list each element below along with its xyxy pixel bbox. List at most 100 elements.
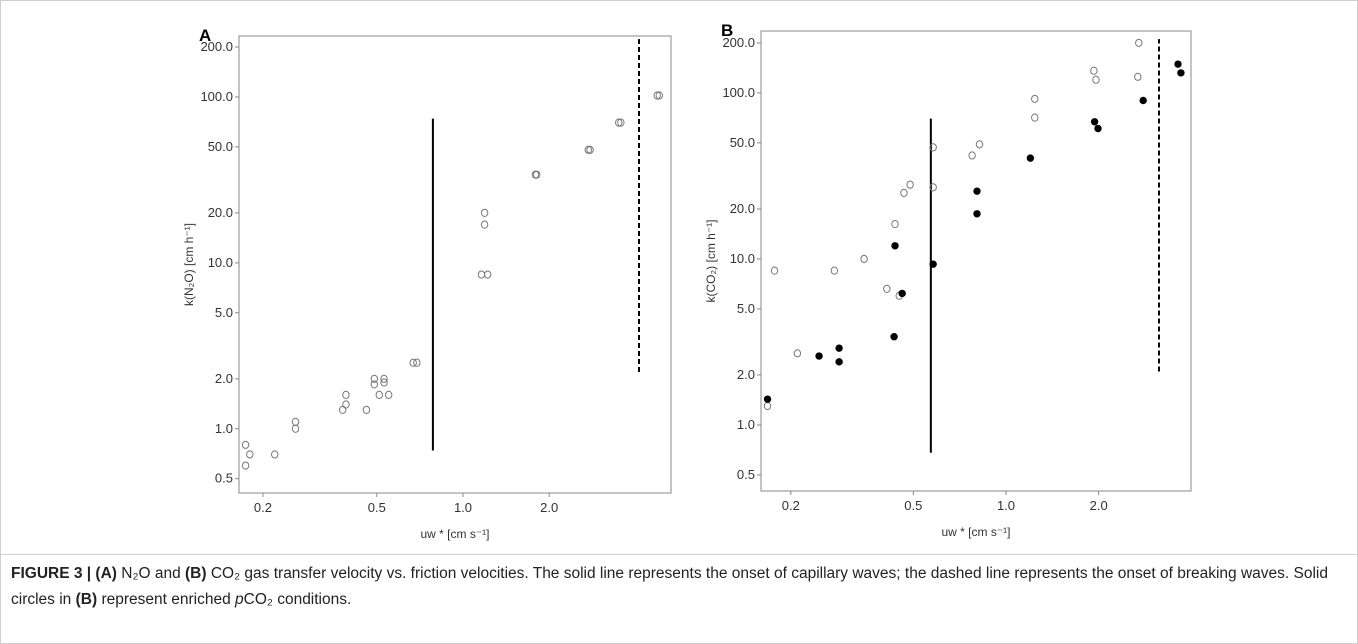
y-tick-label: 200.0 xyxy=(722,35,755,50)
caption-text: represent enriched xyxy=(97,590,235,608)
x-tick-label: 0.5 xyxy=(904,498,922,513)
data-point xyxy=(380,374,388,383)
data-point xyxy=(617,118,625,127)
data-point xyxy=(1135,38,1143,48)
data-point xyxy=(906,180,914,189)
data-point xyxy=(241,461,250,470)
caption-text: CO₂ gas transfer velocity vs. friction v… xyxy=(11,565,1328,608)
data-point xyxy=(291,417,300,426)
data-point xyxy=(362,405,371,414)
x-tick-label: 0.2 xyxy=(782,498,800,513)
data-point xyxy=(291,424,300,433)
x-tick-label: 1.0 xyxy=(997,498,1015,513)
y-tick-label: 100.0 xyxy=(200,89,233,104)
separator xyxy=(1,554,1357,555)
data-point xyxy=(890,333,898,341)
data-point xyxy=(533,170,541,179)
data-point xyxy=(815,352,823,360)
y-tick-label: 200.0 xyxy=(200,39,233,54)
data-point xyxy=(480,208,489,218)
x-axis-label: uw * [cm s⁻¹] xyxy=(420,527,489,541)
y-tick-label: 0.5 xyxy=(215,471,233,486)
data-point xyxy=(929,260,937,268)
panel-label: B xyxy=(721,21,733,40)
data-point xyxy=(655,91,663,100)
data-point xyxy=(1090,66,1098,75)
data-point xyxy=(246,450,254,459)
data-point xyxy=(380,378,388,387)
x-axis-label: uw * [cm s⁻¹] xyxy=(941,525,1010,539)
x-tick-label: 2.0 xyxy=(1090,498,1108,513)
caption-text: p xyxy=(235,590,244,608)
y-tick-label: 50.0 xyxy=(208,139,233,154)
data-point xyxy=(375,390,383,399)
data-point xyxy=(342,390,350,399)
caption-text: N₂O and xyxy=(116,565,186,582)
data-point xyxy=(1177,69,1185,77)
data-point xyxy=(1134,72,1142,81)
data-point xyxy=(480,220,489,229)
data-point xyxy=(968,151,976,160)
data-point xyxy=(898,289,906,298)
data-point xyxy=(770,266,779,275)
y-tick-label: 1.0 xyxy=(215,421,233,436)
data-point xyxy=(370,380,379,389)
plot-frame xyxy=(760,30,1192,492)
data-point xyxy=(860,254,868,264)
y-tick-label: 1.0 xyxy=(737,417,755,432)
x-tick-label: 1.0 xyxy=(454,500,472,515)
data-point xyxy=(586,145,594,154)
data-point xyxy=(1026,154,1035,162)
caption: FIGURE 3 | (A) N₂O and (B) CO₂ gas trans… xyxy=(11,561,1341,612)
data-point xyxy=(339,405,347,414)
data-point xyxy=(484,270,492,279)
y-tick-label: 50.0 xyxy=(730,135,755,150)
y-tick-label: 0.5 xyxy=(737,467,755,482)
y-tick-label: 10.0 xyxy=(208,255,233,270)
data-point xyxy=(891,242,899,250)
y-tick-label: 100.0 xyxy=(722,85,755,100)
data-point xyxy=(413,358,421,367)
caption-text: CO₂ conditions. xyxy=(243,590,352,608)
x-tick-label: 2.0 xyxy=(540,500,558,515)
panel-label: A xyxy=(199,26,211,45)
data-point xyxy=(975,140,984,149)
data-point xyxy=(271,450,279,459)
y-tick-label: 2.0 xyxy=(215,371,233,386)
data-point xyxy=(835,344,843,352)
data-point xyxy=(891,220,899,229)
data-point xyxy=(384,390,393,399)
data-point xyxy=(929,183,937,192)
y-tick-label: 10.0 xyxy=(730,251,755,266)
y-tick-label: 20.0 xyxy=(730,201,755,216)
caption-text: (B) xyxy=(185,565,207,582)
x-tick-label: 0.5 xyxy=(368,500,386,515)
y-tick-label: 5.0 xyxy=(737,301,755,316)
caption-text: (B) xyxy=(75,590,98,608)
data-point xyxy=(477,270,486,279)
data-point xyxy=(584,145,592,154)
charts: A 0.5 1.0 2.0 5.0 10.0 20.0 50.0 100.0 200.0 0.2 0.… xyxy=(182,21,1192,541)
data-point xyxy=(883,284,891,293)
data-point xyxy=(973,187,981,195)
data-point xyxy=(973,210,981,218)
data-point xyxy=(241,440,250,449)
plot-frame xyxy=(238,35,672,494)
data-point xyxy=(1174,60,1182,68)
data-point xyxy=(1094,124,1102,133)
data-point xyxy=(1139,96,1147,105)
y-tick-label: 2.0 xyxy=(737,367,755,382)
data-point xyxy=(793,349,802,358)
caption-text: FIGURE 3 | (A) xyxy=(11,565,117,582)
data-point xyxy=(409,358,417,367)
data-point xyxy=(763,395,772,403)
y-axis-label: k(CO₂) [cm h⁻¹] xyxy=(704,220,718,303)
data-point xyxy=(1092,75,1100,84)
data-point xyxy=(763,401,772,411)
data-point xyxy=(1090,118,1099,126)
data-point xyxy=(1031,113,1039,122)
data-point xyxy=(835,358,843,366)
data-point xyxy=(370,374,379,383)
data-point xyxy=(830,266,839,275)
y-tick-label: 5.0 xyxy=(215,305,233,320)
